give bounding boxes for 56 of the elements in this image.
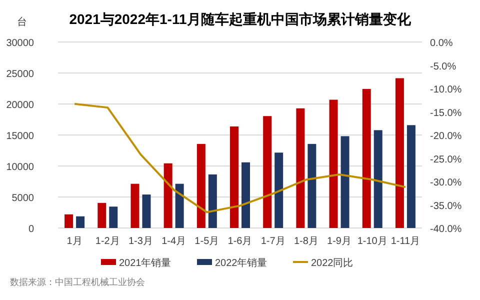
legend-label: 2022年销量 xyxy=(215,257,268,269)
bar xyxy=(64,214,74,228)
bar xyxy=(406,125,416,228)
y-tick-label: 15000 xyxy=(6,131,34,142)
bar xyxy=(340,136,350,228)
legend-label: 2022同比 xyxy=(311,257,354,269)
bar xyxy=(242,162,250,228)
x-tick-label: 1-11月 xyxy=(390,236,420,247)
x-tick-label: 1-9月 xyxy=(327,236,352,247)
bar xyxy=(98,202,106,228)
y-tick-label: 25000 xyxy=(6,69,34,80)
y2-tick-label: -40.0% xyxy=(430,224,462,235)
bar xyxy=(164,163,172,228)
bar xyxy=(196,144,206,228)
x-tick-label: 1-8月 xyxy=(294,236,318,247)
bar xyxy=(263,116,272,228)
x-tick-label: 1-4月 xyxy=(162,236,186,247)
y-tick-label: 5000 xyxy=(12,193,34,204)
y2-tick-label: -20.0% xyxy=(430,131,462,142)
bar xyxy=(230,126,238,228)
x-tick-label: 1-2月 xyxy=(95,236,120,247)
legend-label: 2021年销量 xyxy=(119,257,172,269)
bar xyxy=(208,174,217,228)
bar xyxy=(296,108,305,228)
bar xyxy=(142,194,151,228)
y2-tick-label: -30.0% xyxy=(430,178,462,188)
y2-tick-label: -5.0% xyxy=(430,61,456,72)
chart-title: 2021与2022年1-11月随车起重机中国市场累计销量变化 xyxy=(69,11,412,27)
bar xyxy=(175,184,184,228)
y-tick-label: 0 xyxy=(28,224,34,235)
y2-tick-label: -15.0% xyxy=(430,108,462,119)
x-tick-label: 1-5月 xyxy=(194,236,220,247)
bar xyxy=(374,130,382,228)
x-tick-label: 1-6月 xyxy=(228,236,252,247)
bar xyxy=(274,152,284,228)
x-tick-label: 1-7月 xyxy=(260,236,286,247)
y2-tick-label: -10.0% xyxy=(430,84,462,96)
x-tick-label: 1-3月 xyxy=(128,236,153,247)
x-tick-label: 1月 xyxy=(66,236,82,247)
y2-tick-label: -35.0% xyxy=(430,200,462,212)
y2-tick-label: -25.0% xyxy=(430,154,462,166)
bar xyxy=(130,184,140,228)
source-note: 数据来源：中国工程机械工业协会 xyxy=(10,277,145,287)
y2-tick-label: 0.0% xyxy=(430,38,453,49)
y-tick-label: 30000 xyxy=(6,38,34,49)
bar xyxy=(395,78,404,228)
y-tick-label: 10000 xyxy=(6,162,34,173)
line-series xyxy=(74,102,406,214)
bar xyxy=(76,216,85,228)
bar xyxy=(362,88,371,228)
y-tick-label: 20000 xyxy=(6,100,34,111)
x-tick-label: 1-10月 xyxy=(357,236,388,247)
bar xyxy=(308,144,316,228)
bar xyxy=(329,100,338,228)
bar xyxy=(109,206,118,228)
y-axis-title: 台 xyxy=(17,16,27,28)
